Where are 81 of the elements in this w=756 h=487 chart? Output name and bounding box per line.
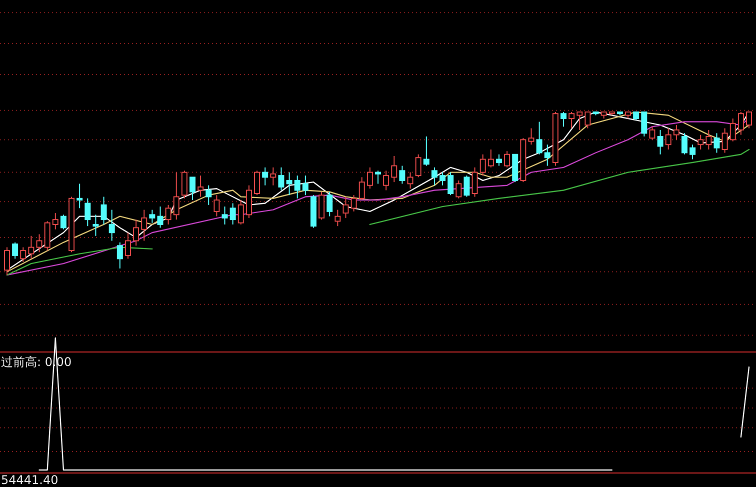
candlestick <box>423 136 430 166</box>
candlestick <box>173 172 180 220</box>
candlestick <box>391 156 398 183</box>
candlestick <box>746 112 752 129</box>
candlestick <box>254 170 260 196</box>
candlestick <box>350 194 357 212</box>
candlestick <box>141 209 148 242</box>
candlestick <box>92 214 99 236</box>
candlestick <box>190 176 196 201</box>
candlestick <box>230 202 236 225</box>
candlestick <box>116 242 123 269</box>
candlestick <box>326 191 333 217</box>
candlestick <box>366 166 373 190</box>
candlestick <box>100 196 107 225</box>
candlestick <box>358 176 365 201</box>
candlestick <box>28 235 34 260</box>
candlestick <box>480 154 486 176</box>
candlestick <box>278 166 284 191</box>
candlestick <box>641 112 648 137</box>
candlestick <box>690 144 696 160</box>
candlestick <box>560 112 566 128</box>
candlestick <box>36 234 42 253</box>
candlestick <box>124 232 131 260</box>
candlestick <box>318 191 325 220</box>
candlestick <box>214 194 220 217</box>
candlestick <box>528 128 534 146</box>
candlestick <box>415 154 422 178</box>
candlestick <box>472 166 478 198</box>
candlestick <box>76 183 83 209</box>
candlestick <box>198 175 204 198</box>
candlestick <box>681 132 688 155</box>
candlestick <box>536 121 542 155</box>
candlestick <box>302 175 308 196</box>
candlestick <box>399 165 406 184</box>
candlestick <box>222 206 228 225</box>
candlestick <box>576 112 583 130</box>
candlestick <box>584 112 591 129</box>
candlestick <box>133 219 140 246</box>
candlestick <box>730 118 736 142</box>
candlestick <box>294 175 300 199</box>
candlestick <box>431 166 438 186</box>
candlestick <box>165 204 172 225</box>
candlestick <box>440 172 446 186</box>
candlestick <box>12 242 18 260</box>
candlestick <box>60 214 66 230</box>
candlestick <box>649 126 656 140</box>
candlestick <box>722 128 728 154</box>
candlestick <box>657 129 664 155</box>
candlestick <box>673 124 680 140</box>
candlestick <box>181 170 188 199</box>
candlestick <box>698 134 704 150</box>
candlestick <box>496 154 502 166</box>
candlestick <box>407 172 414 190</box>
candlestick <box>149 209 156 224</box>
candlestick <box>383 170 390 191</box>
candlestick <box>504 150 510 168</box>
candlestick <box>665 128 672 150</box>
candlestick <box>262 166 268 186</box>
candlestick <box>52 212 58 230</box>
candlestick <box>738 112 744 136</box>
candlestick <box>20 246 26 262</box>
candlestick <box>238 200 244 225</box>
candlestick <box>157 206 164 228</box>
candlestick <box>108 209 115 242</box>
candlestick <box>270 166 276 186</box>
candlestick <box>544 144 550 166</box>
text: 54441.40 <box>1 473 58 487</box>
candlestick <box>714 132 720 154</box>
candlestick <box>464 175 470 198</box>
candlestick <box>488 148 494 168</box>
candlestick <box>4 246 10 276</box>
candlestick <box>456 180 462 199</box>
candlestick <box>448 172 454 196</box>
candlestick <box>375 170 381 184</box>
candlestick <box>206 184 212 206</box>
candlestick <box>706 129 712 150</box>
candlestick <box>568 112 575 129</box>
candlestick <box>342 196 349 218</box>
candlestick <box>334 209 341 227</box>
candlestick <box>286 172 292 196</box>
candlestick <box>84 198 91 227</box>
